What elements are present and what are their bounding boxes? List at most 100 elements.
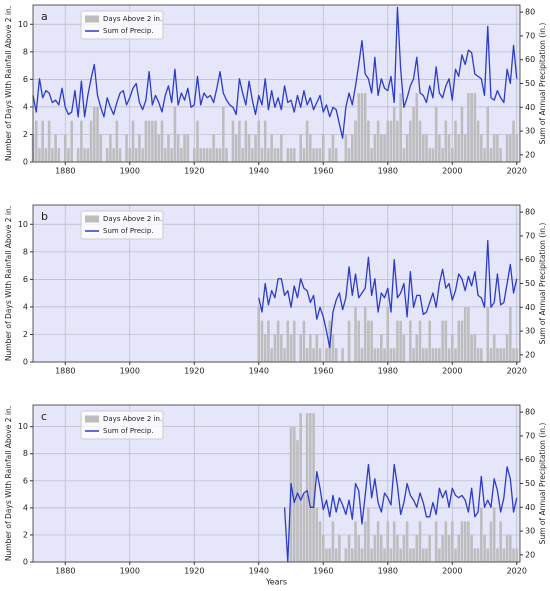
bar [205,148,209,162]
legend-swatch [85,215,99,223]
bar [373,534,377,562]
bar [254,134,257,162]
plot-frame [32,204,521,363]
y-tick-label: 4 [23,503,28,512]
bar [151,120,154,162]
bar [44,148,48,162]
bar [234,134,238,162]
y-tick-label: 2 [23,130,28,139]
bar [457,320,461,362]
bar [476,120,480,162]
bar [425,134,428,162]
bar [386,306,390,362]
bar [347,148,351,162]
bar [280,134,283,162]
bar [376,348,380,362]
x-tick-label: 1940 [249,567,269,576]
legend-label: Sum of Precip. [103,27,154,35]
bar [367,320,370,362]
bar [402,148,406,162]
bar [363,93,367,162]
bar [144,120,148,162]
bar [370,148,373,162]
bar [167,134,170,162]
bar [134,148,138,162]
bar [463,306,467,362]
bar [512,120,515,162]
bar [441,534,444,562]
bar [505,134,509,162]
y2-tick-label: 60 [525,455,535,464]
y-axis-label: Number of Days With Rainfall Above 2 in. [4,206,13,361]
bar [96,106,99,162]
bar [176,134,180,162]
bar [492,334,496,362]
bar [147,120,151,162]
y2-tick-label: 60 [525,55,535,64]
bar [286,320,290,362]
bar [450,521,454,562]
bar [380,334,383,362]
bar [331,521,335,562]
plot-frame [32,404,521,563]
bar [389,348,393,362]
bar [196,120,199,162]
bar [415,534,419,562]
bar [412,548,415,562]
bar [357,320,361,362]
bar [341,348,344,362]
bar [292,148,296,162]
y-tick-label: 0 [23,358,28,367]
bar [483,148,486,162]
bar [434,521,438,562]
legend-label: Days Above 2 in. [103,415,162,423]
y-tick-label: 6 [23,75,28,84]
bar [502,548,506,562]
bar [92,106,96,162]
bar [505,534,509,562]
x-tick-label: 1900 [120,167,140,176]
y-tick-label: 8 [23,247,28,256]
x-tick-label: 1880 [55,367,75,376]
bar [118,148,122,162]
bar [386,521,390,562]
bar [392,521,396,562]
x-tick-label: 2020 [507,367,527,376]
y-tick-label: 10 [18,20,28,29]
y-tick-label: 10 [18,220,28,229]
bar [315,148,319,162]
bar [489,521,493,562]
bar [221,106,225,162]
bar [405,134,409,162]
bar [473,334,477,362]
bar [183,134,186,162]
bar [409,120,412,162]
legend-label: Days Above 2 in. [103,15,162,23]
bar [315,507,319,562]
line [283,463,518,563]
bar [376,521,380,562]
bar [463,521,467,562]
bar [86,148,90,162]
bar [80,120,83,162]
bar [260,148,264,162]
bar [131,120,135,162]
x-tick-label: 1940 [249,167,269,176]
bar [363,521,367,562]
x-tick-label: 1960 [313,167,333,176]
bar [467,93,470,162]
bar [467,521,470,562]
bar [347,534,351,562]
bar [392,106,396,162]
bar [447,348,451,362]
bar [276,320,280,362]
bar [334,348,338,362]
bar [409,548,412,562]
bar [354,120,357,162]
bar [509,534,512,562]
bar [402,334,406,362]
bar [47,120,51,162]
bar [515,348,519,362]
bar [396,320,399,362]
bar [457,134,461,162]
